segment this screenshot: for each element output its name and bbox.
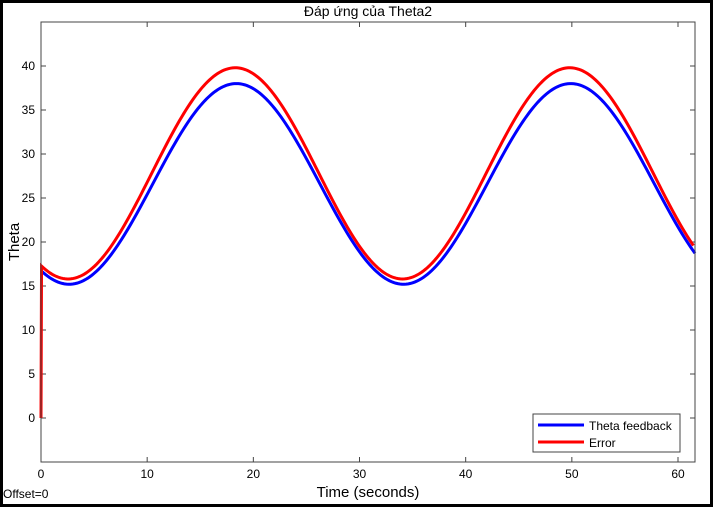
y-tick-label: 20 [22, 235, 36, 249]
y-tick-label: 25 [22, 191, 36, 205]
x-tick-label: 50 [565, 467, 579, 481]
y-tick-label: 10 [22, 323, 36, 337]
x-tick-label: 0 [38, 467, 45, 481]
y-tick-label: 30 [22, 147, 36, 161]
y-tick-label: 35 [22, 103, 36, 117]
x-tick-label: 40 [459, 467, 473, 481]
offset-label: Offset=0 [3, 487, 49, 501]
legend-label-error: Error [589, 436, 616, 450]
y-tick-label: 40 [22, 59, 36, 73]
y-tick-label: 15 [22, 279, 36, 293]
axes-box [40, 21, 696, 463]
legend-label-theta-feedback: Theta feedback [589, 419, 673, 433]
series-line-theta-feedback [39, 82, 697, 286]
x-axis-label: Time (seconds) [317, 484, 420, 501]
chart-title: Đáp ứng của Theta2 [304, 3, 432, 19]
legend: Theta feedback Error [532, 413, 681, 453]
y-tick-label: 5 [28, 367, 35, 381]
series-line-error [39, 66, 695, 419]
x-tick-label: 20 [247, 467, 261, 481]
y-tick-label: 0 [28, 411, 35, 425]
x-tick-label: 60 [671, 467, 685, 481]
x-tick-label: 10 [140, 467, 154, 481]
x-tick-label: 30 [353, 467, 367, 481]
y-axis-label: Theta [6, 222, 23, 261]
